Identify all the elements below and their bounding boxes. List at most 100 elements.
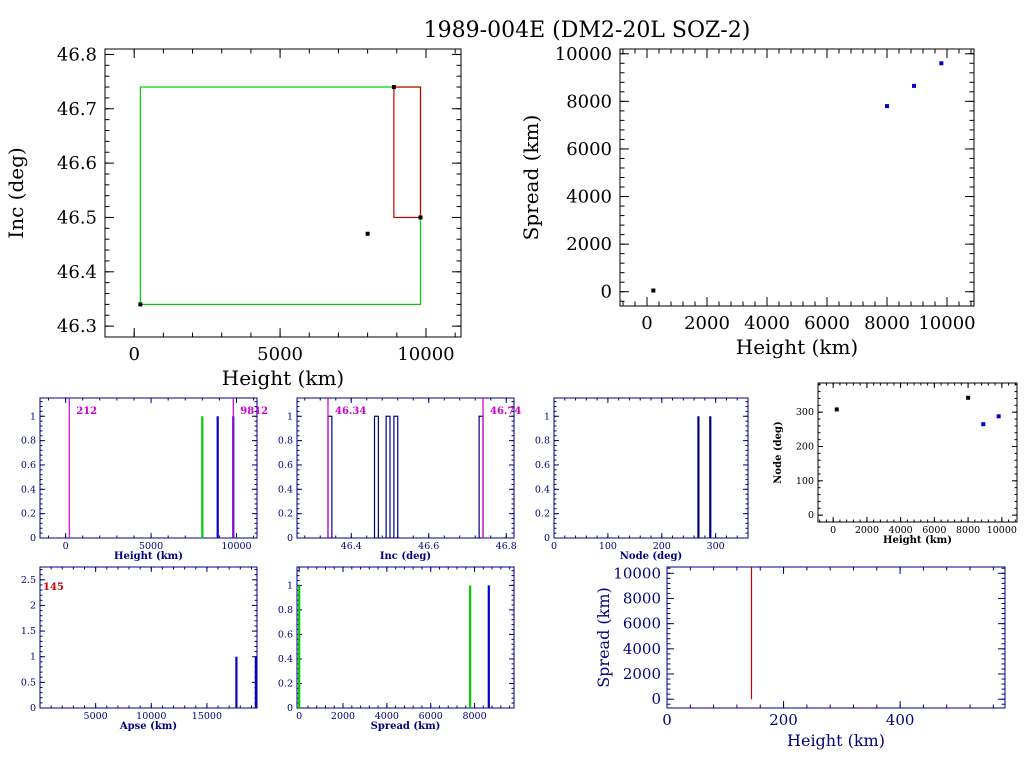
x-tick-label: 8000 xyxy=(956,525,980,536)
y-tick-label: 0.4 xyxy=(21,484,36,495)
range-box-red xyxy=(393,86,422,219)
y-tick-label: 4000 xyxy=(623,640,661,658)
marker-label: 46.74 xyxy=(490,406,521,417)
y-tick-label: 0 xyxy=(287,703,293,714)
x-tick-label: 2000 xyxy=(331,711,355,722)
y-tick-label: 0 xyxy=(808,510,814,521)
y-axis-label: Spread (km) xyxy=(594,587,613,688)
x-tick-label: 4000 xyxy=(375,711,399,722)
x-tick-label: 46.4 xyxy=(341,541,362,552)
x-tick-label: 46.6 xyxy=(418,541,439,552)
hist-node-data xyxy=(697,416,712,538)
y-tick-label: 1 xyxy=(544,411,550,422)
hist-inc-frame xyxy=(296,397,515,539)
y-tick-label: 2000 xyxy=(566,234,612,255)
y-tick-label: 46.7 xyxy=(57,99,97,120)
inc-height-frame xyxy=(104,48,462,338)
inc-height-data xyxy=(138,85,423,307)
data-point xyxy=(885,104,889,109)
data-point xyxy=(996,414,1001,419)
y-tick-label: 8000 xyxy=(623,589,661,607)
y-tick-label: 1 xyxy=(30,411,36,422)
y-tick-label: 10000 xyxy=(555,44,612,65)
y-tick-label: 200 xyxy=(796,441,814,452)
y-tick-label: 46.6 xyxy=(57,153,97,174)
y-tick-label: 0.2 xyxy=(278,678,293,689)
x-axis-label: Node (deg) xyxy=(620,551,682,562)
hist-height-data xyxy=(68,398,235,538)
data-point xyxy=(981,422,986,427)
x-tick-label: 100 xyxy=(599,541,617,552)
x-tick-label: 0 xyxy=(551,541,557,552)
x-tick-label: 0 xyxy=(296,711,302,722)
histogram-bin xyxy=(393,415,399,538)
y-tick-label: 10000 xyxy=(613,564,661,582)
y-tick-label: 0.8 xyxy=(535,436,550,447)
x-tick-label: 200 xyxy=(769,711,798,729)
y-tick-label: 0.8 xyxy=(278,436,293,447)
data-point xyxy=(418,215,423,220)
panel-hist-spread: 0 2000 4000 6000 8000 0 0.2 0.4 0.6 0.8 1 Spread (k… xyxy=(278,566,515,732)
marker-label: 9812 xyxy=(240,406,268,417)
x-tick-label: 8000 xyxy=(864,313,910,334)
spread-height-frame xyxy=(619,48,975,307)
marker-label: 212 xyxy=(76,406,97,417)
y-tick-label: 0.2 xyxy=(535,509,550,520)
data-point xyxy=(365,231,370,236)
node-height-frame xyxy=(817,382,1018,523)
marker-label: 46.34 xyxy=(335,406,366,417)
y-tick-label: 300 xyxy=(796,407,814,418)
hist-apse-data xyxy=(235,656,257,708)
y-tick-label: 0.4 xyxy=(278,654,293,665)
hist-height-frame xyxy=(39,397,258,539)
hist-spread-frame xyxy=(296,566,515,709)
y-tick-label: 0.4 xyxy=(535,484,550,495)
x-axis-label: Spread (km) xyxy=(371,721,441,732)
y-tick-label: 0.2 xyxy=(278,509,293,520)
y-tick-label: 2.5 xyxy=(21,575,36,586)
node-height-data xyxy=(834,395,1001,427)
y-tick-label: 0 xyxy=(30,703,36,714)
x-axis-label: Height (km) xyxy=(222,366,344,390)
x-tick-label: 10000 xyxy=(221,541,251,552)
x-tick-label: 10000 xyxy=(397,344,454,365)
data-point xyxy=(138,302,143,307)
spread-height-low-frame xyxy=(666,566,1006,709)
y-tick-label: 0 xyxy=(30,533,36,544)
spread-height-data xyxy=(651,61,944,293)
hist-apse-frame xyxy=(39,566,258,709)
y-tick-label: 0 xyxy=(544,533,550,544)
x-tick-label: 10000 xyxy=(918,313,975,334)
panel-node-height: 0 2000 4000 6000 8000 10000 0 100 200 300 Height (… xyxy=(773,382,1018,546)
x-tick-label: 6000 xyxy=(922,525,946,536)
x-tick-label: 4000 xyxy=(889,525,913,536)
y-axis-label: Inc (deg) xyxy=(4,147,28,238)
data-point xyxy=(966,395,971,400)
x-tick-label: 6000 xyxy=(804,313,850,334)
y-tick-label: 46.8 xyxy=(57,44,97,65)
x-tick-label: 2000 xyxy=(855,525,879,536)
range-box-green xyxy=(139,86,422,305)
hist-node-frame xyxy=(553,397,749,539)
data-point xyxy=(939,61,944,66)
y-tick-label: 1.5 xyxy=(21,626,36,637)
x-tick-label: 0 xyxy=(63,541,69,552)
y-tick-label: 0.6 xyxy=(21,460,36,471)
x-tick-label: 0 xyxy=(830,525,836,536)
x-tick-label: 2000 xyxy=(684,313,730,334)
x-tick-label: 0 xyxy=(128,344,139,365)
y-tick-label: 6000 xyxy=(623,615,661,633)
panel-hist-height: 0 5000 10000 0 0.2 0.4 0.6 0.8 1 Height (km) 212 98… xyxy=(21,397,268,562)
y-tick-label: 0.5 xyxy=(21,677,36,688)
x-tick-label: 46.8 xyxy=(496,541,517,552)
data-point xyxy=(912,83,916,88)
histogram-bin xyxy=(385,415,391,538)
y-tick-label: 0 xyxy=(651,690,661,708)
y-tick-label: 0.8 xyxy=(21,436,36,447)
x-tick-label: 5000 xyxy=(257,344,303,365)
y-tick-label: 0.8 xyxy=(278,605,293,616)
y-tick-label: 0.6 xyxy=(278,460,293,471)
y-tick-label: 1 xyxy=(287,411,293,422)
